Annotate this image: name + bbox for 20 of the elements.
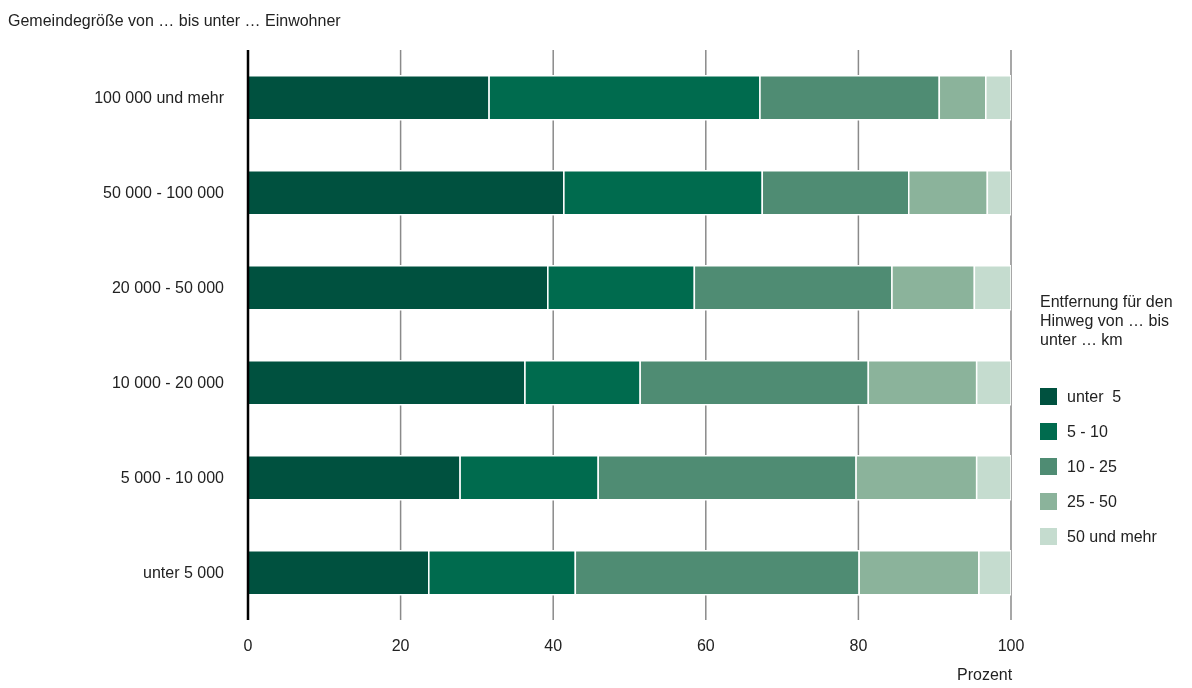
chart-title: Gemeindegröße von … bis unter … Einwohner (8, 12, 341, 30)
y-tick-label: unter 5 000 (143, 564, 225, 582)
y-tick-label: 5 000 - 10 000 (120, 469, 225, 487)
legend-label: 10 - 25 (1067, 457, 1117, 476)
legend-label: 25 - 50 (1067, 492, 1117, 511)
x-tick-label: 0 (243, 637, 253, 655)
x-tick-label: 80 (849, 637, 868, 655)
legend-label: 50 und mehr (1067, 527, 1157, 546)
legend-title: Entfernung für den Hinweg von … bis unter … km (1040, 292, 1174, 349)
x-axis-title: Prozent (957, 666, 1013, 684)
y-tick-label: 50 000 - 100 000 (103, 184, 225, 202)
x-tick-label: 20 (391, 637, 410, 655)
x-tick-label: 40 (544, 637, 563, 655)
y-tick-label: 10 000 - 20 000 (111, 374, 225, 392)
x-tick-label: 60 (696, 637, 715, 655)
legend-label: 5 - 10 (1067, 422, 1108, 441)
y-tick-label: 20 000 - 50 000 (111, 279, 225, 297)
legend-label: unter 5 (1067, 387, 1122, 406)
y-tick-label: 100 000 und mehr (94, 89, 225, 107)
x-tick-label: 100 (997, 637, 1025, 655)
